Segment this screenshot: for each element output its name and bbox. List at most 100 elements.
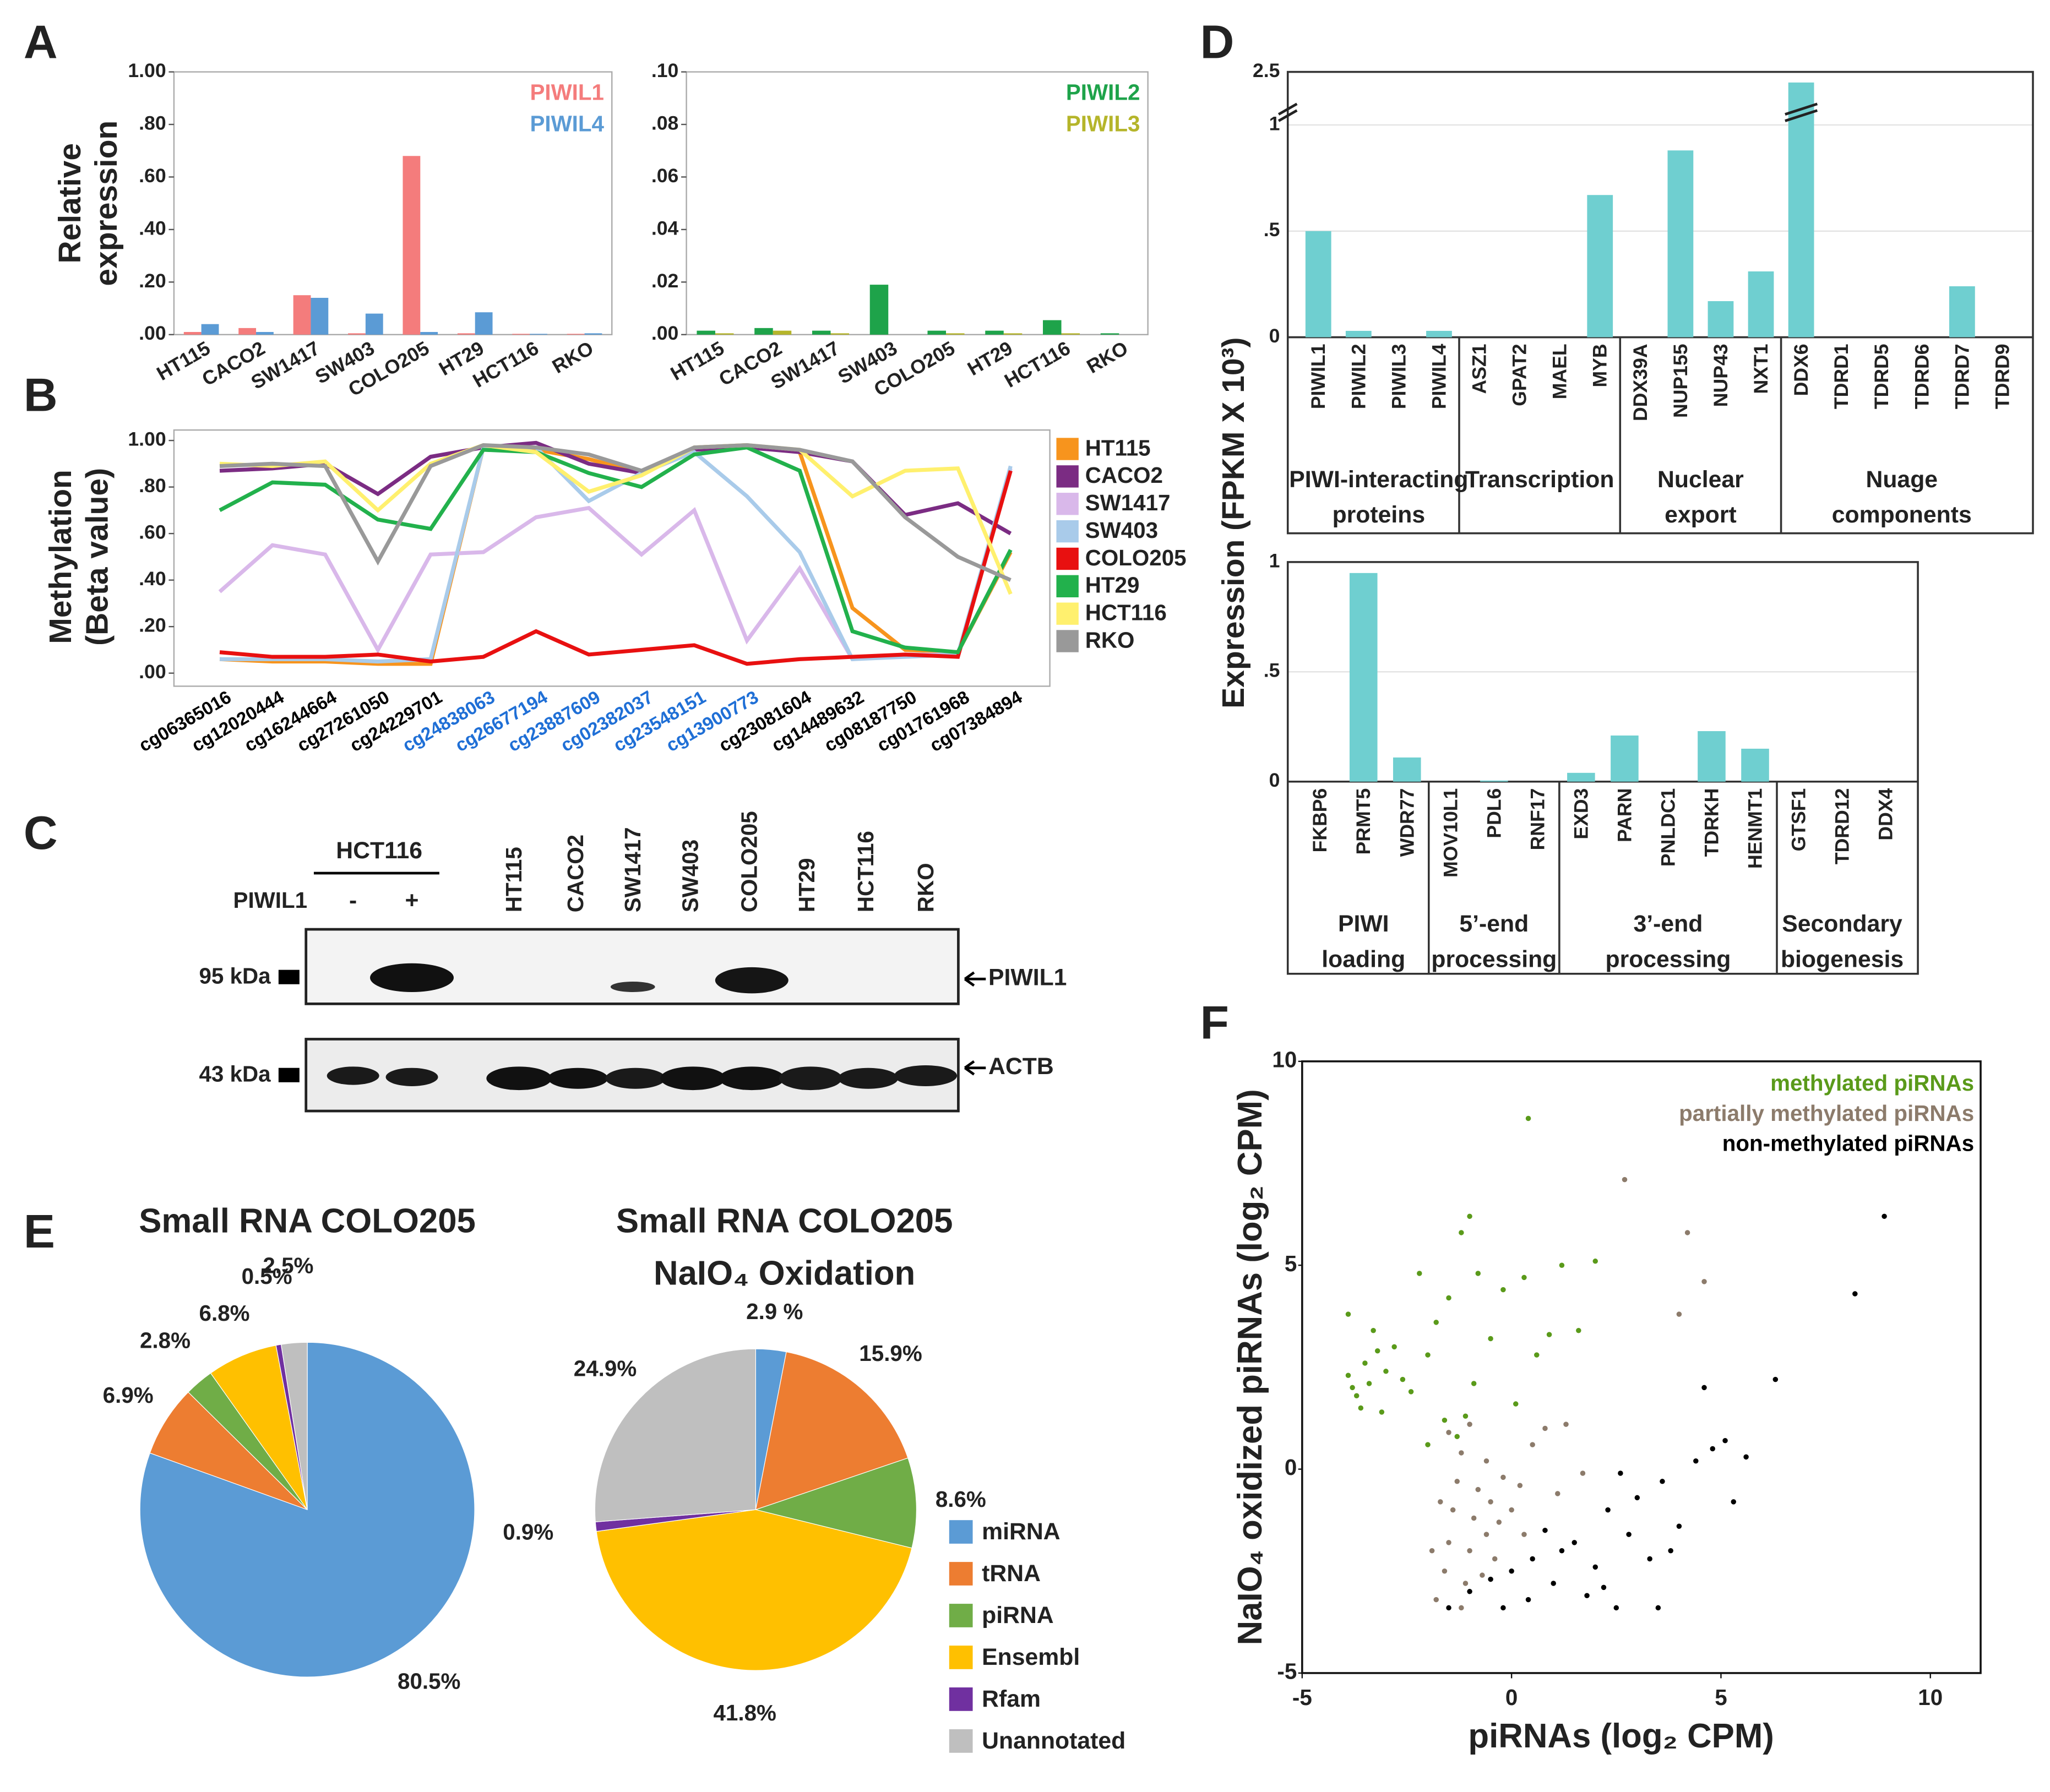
y-tick-label: .5: [1264, 660, 1280, 682]
bar: [1480, 780, 1508, 782]
point: [1618, 1470, 1623, 1476]
point: [1446, 1295, 1451, 1301]
point: [1743, 1454, 1749, 1460]
group-label: 3’-end: [1634, 911, 1703, 937]
legend-entry: CACO2: [1085, 462, 1163, 488]
bar: [812, 330, 831, 335]
group-label: proteins: [1333, 502, 1426, 528]
point: [1454, 1434, 1460, 1440]
point: [1613, 1605, 1619, 1611]
bar: [1567, 772, 1595, 782]
bar: [773, 330, 792, 335]
treatment-label: -: [349, 887, 357, 913]
marker-label: 43 kDa: [199, 1061, 271, 1087]
series-line: [219, 443, 1013, 666]
group-label: Nuclear: [1657, 466, 1744, 493]
bar: [1587, 195, 1613, 337]
point: [1492, 1556, 1498, 1562]
bar: [869, 285, 889, 335]
x-tick-label: WDR77: [1396, 788, 1418, 857]
marker-dash: [278, 1067, 300, 1082]
group-label: Secondary: [1782, 911, 1902, 937]
point: [1626, 1532, 1632, 1537]
y-axis-label: Methylation: [43, 470, 78, 644]
x-tick-label: ASZ1: [1469, 344, 1491, 394]
panel-letter: A: [24, 17, 58, 69]
treatment-label: +: [405, 887, 419, 913]
point: [1525, 1115, 1531, 1121]
plot-frame: [1301, 1060, 1982, 1674]
y-tick-label: .80: [139, 112, 166, 134]
series-line: [219, 443, 1012, 582]
legend-entry: SW403: [1085, 518, 1158, 543]
bar: [1043, 320, 1062, 335]
bar: [927, 330, 947, 335]
point: [1605, 1507, 1611, 1513]
group-label: 5’-end: [1459, 911, 1529, 937]
point: [1601, 1584, 1607, 1591]
plot-frame: [686, 71, 1149, 335]
bar: [1708, 301, 1734, 337]
point: [1467, 1589, 1472, 1594]
x-tick-label: PNLDC1: [1657, 788, 1679, 867]
band: [715, 967, 789, 994]
group-label: components: [1832, 502, 1972, 528]
point: [1882, 1213, 1887, 1219]
point: [1362, 1360, 1368, 1366]
point: [1555, 1491, 1560, 1496]
group-label: Nuage: [1866, 466, 1938, 493]
slice-label: 80.5%: [398, 1669, 460, 1694]
bar: [1667, 150, 1694, 337]
y-tick-label: 5: [1285, 1251, 1297, 1276]
group-label: processing: [1431, 946, 1557, 972]
point: [1534, 1352, 1540, 1358]
point: [1467, 1421, 1472, 1427]
legend-entry: PIWIL2: [1066, 80, 1140, 105]
group-label: PIWI: [1338, 911, 1389, 937]
slice-label: 24.9%: [574, 1355, 637, 1381]
point: [1345, 1372, 1351, 1378]
bar: [475, 312, 493, 335]
point: [1475, 1486, 1481, 1493]
point: [1383, 1369, 1389, 1374]
point: [1647, 1556, 1652, 1562]
panel-letter: D: [1200, 17, 1235, 69]
slice-label: 41.8%: [713, 1700, 776, 1725]
slice-label: 2.5%: [263, 1253, 313, 1278]
y-tick-label: .08: [651, 112, 679, 134]
bar: [946, 333, 965, 335]
x-tick-label: PIWIL2: [1347, 344, 1369, 409]
point: [1722, 1437, 1728, 1444]
y-tick-label: 0: [1285, 1455, 1297, 1480]
bar: [1393, 757, 1421, 782]
pie-slice: [280, 1342, 308, 1510]
western-blot: [278, 872, 986, 1113]
legend-entry: piRNA: [982, 1602, 1054, 1628]
point: [1454, 1479, 1460, 1484]
bar: [985, 330, 1004, 335]
bar: [1741, 748, 1769, 782]
x-tick-label: NUP43: [1710, 344, 1732, 407]
point: [1530, 1556, 1535, 1562]
y-tick-label: .10: [651, 59, 679, 81]
lane-label: HT29: [794, 858, 819, 912]
point: [1353, 1393, 1360, 1398]
bar: [1611, 735, 1639, 782]
arrow-head: [964, 1060, 975, 1076]
x-tick-label: TDRD9: [1991, 344, 2013, 409]
legend-entry: SW1417: [1085, 490, 1171, 515]
point: [1559, 1262, 1565, 1268]
bar: [1788, 82, 1814, 337]
x-tick-label: GPAT2: [1509, 344, 1531, 406]
bar: [293, 295, 311, 335]
x-tick-label: RNF17: [1526, 788, 1548, 851]
pie-title: Small RNA COLO205: [616, 1202, 953, 1240]
x-tick-label: NUP155: [1670, 344, 1692, 418]
slice-label: 2.8%: [140, 1328, 191, 1353]
legend-entry: partially methylated piRNAs: [1679, 1101, 1974, 1126]
point: [1668, 1548, 1673, 1554]
x-tick-label: NXT1: [1750, 344, 1772, 394]
legend-entry: HT115: [1085, 435, 1151, 460]
legend-entry: PIWIL4: [530, 111, 604, 137]
